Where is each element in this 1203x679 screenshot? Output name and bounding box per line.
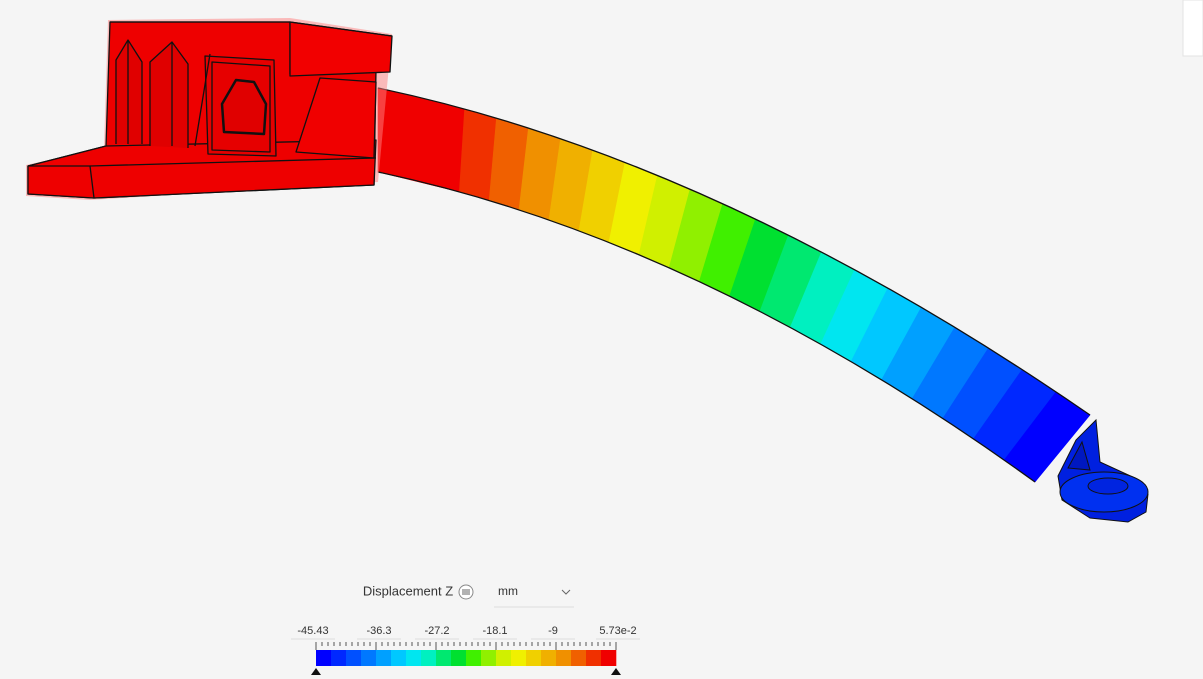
chevron	[561, 589, 571, 595]
side-panel[interactable]	[1182, 0, 1203, 57]
beam-edge	[377, 87, 1091, 416]
color-segment	[436, 650, 452, 666]
color-segment	[556, 650, 572, 666]
color-segment	[316, 650, 332, 666]
legend-label: -36.3	[366, 625, 391, 637]
min-handle	[311, 668, 321, 675]
legend: Displacement Z mm -45.43 -36.3 -27.2 -18.1-…	[291, 583, 640, 675]
color-bar: -45.43 -36.3 -27.2 -18.1 -9 5.73e-2	[291, 625, 640, 675]
color-segment	[406, 650, 422, 666]
color-segment	[511, 650, 527, 666]
legend-label: -18.1	[482, 625, 507, 637]
color-segment	[481, 650, 497, 666]
beam	[377, 87, 1091, 483]
color-segment	[361, 650, 377, 666]
legend-label: -45.43	[297, 625, 328, 637]
color-segment	[376, 650, 392, 666]
color-segment	[571, 650, 587, 666]
max-handle	[611, 668, 621, 675]
color-segment	[466, 650, 482, 666]
end-lug	[1057, 418, 1149, 523]
color-segment	[421, 650, 437, 666]
unit-select[interactable]: mm	[494, 584, 574, 608]
color-segment	[391, 650, 407, 666]
legend-label: -27.2	[424, 625, 449, 637]
bracket	[26, 18, 393, 200]
color-segment	[496, 650, 512, 666]
legend-label: -9	[548, 625, 558, 637]
menu-glyph	[462, 589, 470, 595]
color-segment	[586, 650, 602, 666]
color-segment	[346, 650, 362, 666]
color-segment	[526, 650, 542, 666]
color-segment	[601, 650, 617, 666]
legend-label: 5.73e-2	[599, 625, 636, 637]
color-segment	[451, 650, 467, 666]
legend-title: Displacement Z	[363, 583, 453, 598]
color-segment	[331, 650, 347, 666]
beam-edge	[377, 171, 1036, 483]
color-segment	[541, 650, 557, 666]
unit-label: mm	[498, 584, 518, 598]
